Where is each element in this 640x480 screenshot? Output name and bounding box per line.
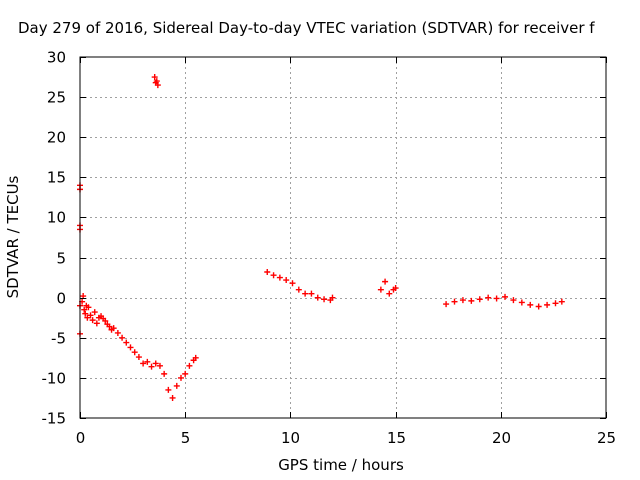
data-point — [502, 293, 509, 300]
data-point — [377, 286, 384, 293]
data-point — [295, 286, 302, 293]
data-point — [544, 301, 551, 308]
data-point — [329, 294, 336, 301]
y-tick-label: 30 — [47, 49, 66, 67]
data-point — [154, 82, 161, 89]
data-point — [527, 301, 534, 308]
data-point — [386, 290, 393, 297]
data-point — [382, 278, 389, 285]
data-point — [106, 323, 113, 330]
y-tick-labels: -15 -10 -5 0 5 10 15 20 25 30 — [42, 49, 67, 428]
y-tick-label: 20 — [47, 129, 66, 147]
x-tick-label: 25 — [597, 429, 616, 447]
data-point — [156, 362, 163, 369]
data-point — [169, 394, 176, 401]
data-point — [276, 274, 283, 281]
data-point — [392, 285, 399, 292]
data-point — [110, 325, 117, 332]
x-tick-label: 20 — [492, 429, 511, 447]
data-point — [131, 349, 138, 356]
data-point — [558, 298, 565, 305]
plot-frame — [79, 56, 607, 419]
chart-title: Day 279 of 2016, Sidereal Day-to-day VTE… — [18, 19, 595, 37]
data-point — [192, 354, 199, 361]
data-point — [148, 363, 155, 370]
y-tick-label: -15 — [42, 410, 67, 428]
data-point — [451, 298, 458, 305]
data-point — [87, 312, 94, 319]
data-point — [186, 362, 193, 369]
data-point — [485, 294, 492, 301]
data-point — [151, 74, 158, 81]
data-point — [82, 310, 89, 317]
data-point — [102, 317, 109, 324]
data-point — [270, 272, 277, 279]
y-tick-label: -10 — [42, 370, 67, 388]
data-point — [123, 339, 130, 346]
grid — [80, 57, 606, 418]
x-axis-label: GPS time / hours — [278, 456, 404, 474]
data-point — [84, 314, 91, 321]
y-axis-label: SDTVAR / TECUs — [4, 175, 22, 298]
data-point — [468, 297, 475, 304]
x-tick-label: 15 — [387, 429, 406, 447]
x-tick-label: 5 — [181, 429, 191, 447]
data-point — [81, 306, 88, 313]
data-point — [476, 296, 483, 303]
data-point — [119, 334, 126, 341]
data-point — [165, 386, 172, 393]
y-tick-label: 10 — [47, 209, 66, 227]
y-tick-label: -5 — [51, 330, 66, 348]
data-point — [459, 297, 466, 304]
data-point — [518, 299, 525, 306]
y-tick-label: 0 — [56, 290, 66, 308]
data-point — [308, 290, 315, 297]
y-tick-label: 25 — [47, 89, 66, 107]
data-point — [510, 297, 517, 304]
data-point — [535, 303, 542, 310]
data-point — [127, 344, 134, 351]
data-point — [114, 329, 121, 336]
data-point — [152, 360, 159, 367]
data-point — [91, 309, 98, 316]
data-point — [302, 290, 309, 297]
y-tick-label: 15 — [47, 169, 66, 187]
data-point — [144, 358, 151, 365]
data-point — [161, 370, 168, 377]
data-point — [552, 300, 559, 307]
x-tick-label: 10 — [281, 429, 300, 447]
x-tick-label: 0 — [76, 429, 86, 447]
data-point — [443, 301, 450, 308]
data-point — [85, 304, 92, 311]
data-point — [182, 370, 189, 377]
data-point — [289, 280, 296, 287]
data-point — [177, 374, 184, 381]
x-tick-labels: 0 5 10 15 20 25 — [76, 429, 616, 447]
data-point — [283, 277, 290, 284]
data-point — [314, 294, 321, 301]
data-point — [493, 295, 500, 302]
data-point — [153, 78, 160, 85]
data-point — [89, 317, 96, 324]
data-point — [140, 360, 147, 367]
data-point — [135, 354, 142, 361]
axis-ticks — [80, 57, 607, 419]
data-points — [77, 74, 565, 401]
y-tick-label: 5 — [56, 250, 66, 268]
data-point — [264, 268, 271, 275]
data-point — [93, 320, 100, 327]
data-point — [321, 296, 328, 303]
data-point — [173, 382, 180, 389]
